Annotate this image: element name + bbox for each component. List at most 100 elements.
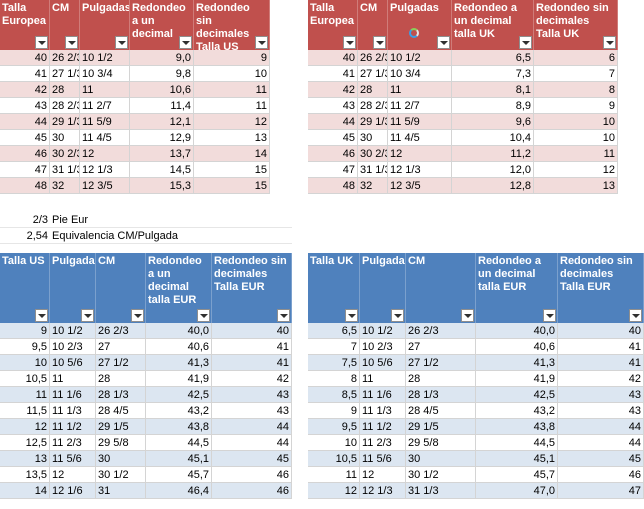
- table-cell[interactable]: 11: [80, 82, 130, 98]
- table-cell[interactable]: 41: [212, 355, 292, 371]
- table-cell[interactable]: 11 2/7: [388, 98, 452, 114]
- table-cell[interactable]: 12 3/5: [80, 178, 130, 194]
- table-cell[interactable]: 10: [0, 355, 50, 371]
- filter-dropdown-icon[interactable]: [345, 309, 358, 322]
- table-cell[interactable]: 41: [558, 339, 644, 355]
- table-cell[interactable]: 7,3: [452, 66, 534, 82]
- table-cell[interactable]: 45,1: [476, 451, 558, 467]
- table-cell[interactable]: 47: [558, 483, 644, 499]
- table-cell[interactable]: 15: [194, 162, 270, 178]
- filter-dropdown-icon[interactable]: [373, 36, 386, 49]
- table-cell[interactable]: 28: [406, 371, 476, 387]
- table-cell[interactable]: 27 1/3: [358, 66, 388, 82]
- table-cell[interactable]: 11 5/9: [388, 114, 452, 130]
- table-cell[interactable]: 11,2: [452, 146, 534, 162]
- filter-dropdown-icon[interactable]: [543, 309, 556, 322]
- table-cell[interactable]: 11 4/5: [388, 130, 452, 146]
- table-cell[interactable]: 14: [0, 483, 50, 499]
- table-cell[interactable]: 27: [96, 339, 146, 355]
- table-cell[interactable]: 44: [0, 114, 50, 130]
- table-cell[interactable]: 42,5: [476, 387, 558, 403]
- filter-dropdown-icon[interactable]: [35, 309, 48, 322]
- filter-dropdown-icon[interactable]: [197, 309, 210, 322]
- table-cell[interactable]: 26 2/3: [50, 50, 80, 66]
- table-cell[interactable]: 9,5: [0, 339, 50, 355]
- table-cell[interactable]: 30: [96, 451, 146, 467]
- table-cell[interactable]: 27: [406, 339, 476, 355]
- table-cell[interactable]: 11,5: [0, 403, 50, 419]
- table-cell[interactable]: 9,5: [308, 419, 360, 435]
- table-cell[interactable]: 12,5: [0, 435, 50, 451]
- table-cell[interactable]: 10 5/6: [50, 355, 96, 371]
- table-cell[interactable]: 6,5: [452, 50, 534, 66]
- table-cell[interactable]: 40: [0, 50, 50, 66]
- table-cell[interactable]: 43,8: [476, 419, 558, 435]
- table-cell[interactable]: 11 1/6: [50, 387, 96, 403]
- table-cell[interactable]: 40: [558, 323, 644, 339]
- table-cell[interactable]: 31 1/3: [358, 162, 388, 178]
- table-cell[interactable]: 43,2: [476, 403, 558, 419]
- table-cell[interactable]: 12,8: [452, 178, 534, 194]
- table-cell[interactable]: 26 2/3: [406, 323, 476, 339]
- table-cell[interactable]: 47: [0, 162, 50, 178]
- table-cell[interactable]: 44: [212, 435, 292, 451]
- table-cell[interactable]: 44,5: [146, 435, 212, 451]
- table-cell[interactable]: 11 5/6: [50, 451, 96, 467]
- table-cell[interactable]: 28: [358, 82, 388, 98]
- table-cell[interactable]: 12 1/6: [50, 483, 96, 499]
- table-cell[interactable]: 11: [534, 146, 618, 162]
- table-cell[interactable]: 10 1/2: [80, 50, 130, 66]
- table-cell[interactable]: 15,3: [130, 178, 194, 194]
- table-cell[interactable]: 13: [534, 178, 618, 194]
- table-cell[interactable]: 10 1/2: [360, 323, 406, 339]
- table-cell[interactable]: 11: [0, 387, 50, 403]
- filter-dropdown-icon[interactable]: [81, 309, 94, 322]
- filter-dropdown-icon[interactable]: [437, 36, 450, 49]
- table-cell[interactable]: 41,3: [146, 355, 212, 371]
- table-cell[interactable]: 45,7: [146, 467, 212, 483]
- table-cell[interactable]: 27 1/3: [50, 66, 80, 82]
- table-cell[interactable]: 32: [358, 178, 388, 194]
- table-cell[interactable]: 13: [194, 130, 270, 146]
- table-cell[interactable]: 44: [212, 419, 292, 435]
- table-cell[interactable]: 29 1/5: [406, 419, 476, 435]
- table-cell[interactable]: 11 1/2: [360, 419, 406, 435]
- table-cell[interactable]: 11 1/3: [50, 403, 96, 419]
- table-cell[interactable]: 29 5/8: [96, 435, 146, 451]
- table-cell[interactable]: 48: [0, 178, 50, 194]
- table-cell[interactable]: 28 4/5: [406, 403, 476, 419]
- table-cell[interactable]: 13,7: [130, 146, 194, 162]
- table-cell[interactable]: 12,9: [130, 130, 194, 146]
- table-cell[interactable]: 30 1/2: [96, 467, 146, 483]
- table-cell[interactable]: 40: [212, 323, 292, 339]
- table-cell[interactable]: 41,9: [476, 371, 558, 387]
- table-cell[interactable]: 42: [558, 371, 644, 387]
- filter-dropdown-icon[interactable]: [179, 36, 192, 49]
- table-cell[interactable]: 10 3/4: [388, 66, 452, 82]
- table-cell[interactable]: 6: [534, 50, 618, 66]
- table-cell[interactable]: 44: [558, 435, 644, 451]
- table-cell[interactable]: 12 1/3: [80, 162, 130, 178]
- table-cell[interactable]: 45: [308, 130, 358, 146]
- table-cell[interactable]: 40,0: [146, 323, 212, 339]
- table-cell[interactable]: 29 1/3: [50, 114, 80, 130]
- table-cell[interactable]: 42,5: [146, 387, 212, 403]
- table-cell[interactable]: 40,6: [146, 339, 212, 355]
- table-cell[interactable]: 29 1/5: [96, 419, 146, 435]
- table-cell[interactable]: 11: [388, 82, 452, 98]
- filter-dropdown-icon[interactable]: [391, 309, 404, 322]
- table-cell[interactable]: 12 1/3: [388, 162, 452, 178]
- table-cell[interactable]: 28: [96, 371, 146, 387]
- filter-dropdown-icon[interactable]: [603, 36, 616, 49]
- table-cell[interactable]: 9: [534, 98, 618, 114]
- table-cell[interactable]: 12: [0, 419, 50, 435]
- table-cell[interactable]: 9,0: [130, 50, 194, 66]
- table-cell[interactable]: 40,6: [476, 339, 558, 355]
- filter-dropdown-icon[interactable]: [277, 309, 290, 322]
- table-cell[interactable]: 45,1: [146, 451, 212, 467]
- table-cell[interactable]: 31 1/3: [406, 483, 476, 499]
- table-cell[interactable]: 46: [308, 146, 358, 162]
- table-cell[interactable]: 8,1: [452, 82, 534, 98]
- table-cell[interactable]: 8,9: [452, 98, 534, 114]
- table-cell[interactable]: 28 2/3: [358, 98, 388, 114]
